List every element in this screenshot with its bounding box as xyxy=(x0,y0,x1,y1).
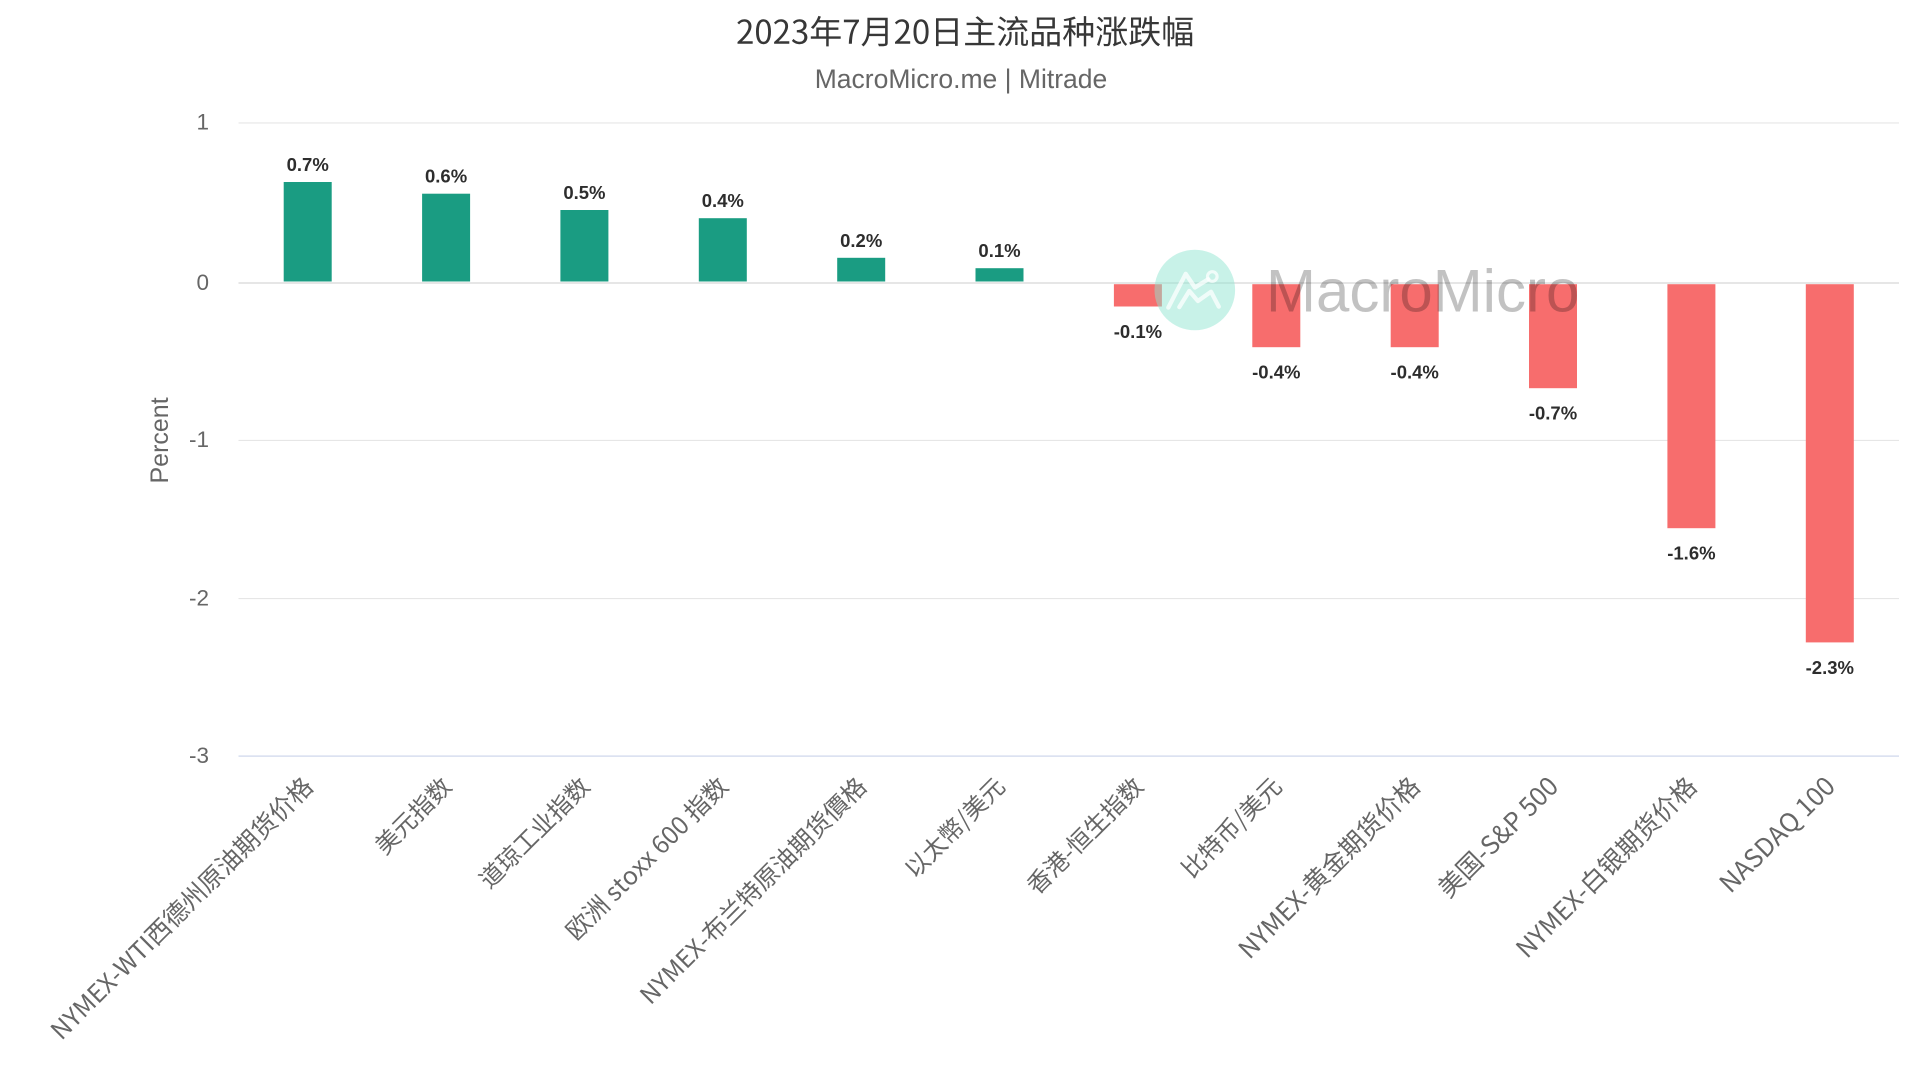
svg-text:-0.7%: -0.7% xyxy=(1529,403,1577,424)
svg-text:0.6%: 0.6% xyxy=(425,166,467,187)
svg-text:0.5%: 0.5% xyxy=(563,182,605,203)
svg-text:0.4%: 0.4% xyxy=(702,190,744,211)
svg-text:-0.4%: -0.4% xyxy=(1252,362,1300,383)
svg-text:Percent: Percent xyxy=(146,397,174,483)
svg-text:0.7%: 0.7% xyxy=(287,154,329,175)
svg-text:-2: -2 xyxy=(189,585,209,610)
svg-text:MacroMicro: MacroMicro xyxy=(1266,257,1579,324)
svg-text:0: 0 xyxy=(196,270,209,295)
svg-text:-1: -1 xyxy=(189,427,209,452)
svg-text:0.1%: 0.1% xyxy=(978,240,1020,261)
svg-text:MacroMicro.me | Mitrade: MacroMicro.me | Mitrade xyxy=(815,64,1108,94)
svg-text:-0.4%: -0.4% xyxy=(1391,362,1439,383)
svg-text:-1.6%: -1.6% xyxy=(1667,543,1715,564)
svg-text:-0.1%: -0.1% xyxy=(1114,321,1162,342)
svg-text:0.2%: 0.2% xyxy=(840,230,882,251)
svg-text:1: 1 xyxy=(196,110,209,135)
svg-text:-3: -3 xyxy=(189,743,209,768)
svg-text:-2.3%: -2.3% xyxy=(1806,657,1854,678)
